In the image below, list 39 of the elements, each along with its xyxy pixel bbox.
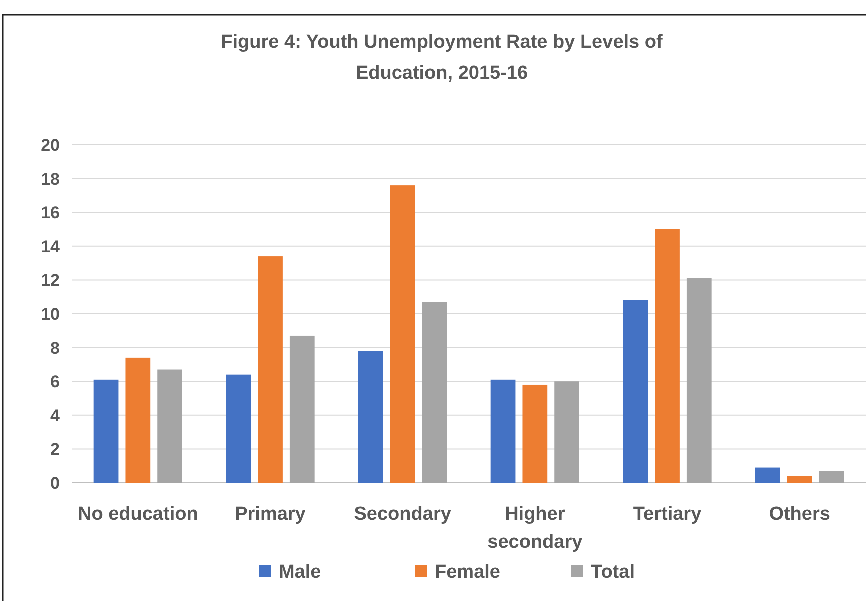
- bar: [258, 256, 283, 483]
- y-tick-label: 0: [50, 474, 60, 493]
- y-tick-label: 16: [41, 204, 60, 223]
- bar: [522, 384, 548, 483]
- x-tick-label: Higher secondary: [488, 504, 584, 553]
- y-tick-label: 8: [50, 338, 60, 358]
- y-tick-label: 18: [41, 170, 60, 189]
- bar: [226, 374, 252, 483]
- bar: [686, 278, 712, 483]
- y-tick-label: 2: [50, 440, 60, 460]
- bar: [756, 468, 780, 483]
- x-tick-label: Tertiary: [633, 504, 702, 525]
- bar: [358, 351, 384, 483]
- bar: [94, 380, 119, 483]
- bar: [623, 300, 648, 483]
- y-tick-label: 10: [41, 305, 60, 324]
- legend-label: Total: [591, 562, 635, 583]
- x-tick-label: Primary: [235, 504, 306, 525]
- bar: [787, 476, 812, 483]
- bar: [819, 471, 844, 483]
- y-tick-label: 4: [50, 406, 61, 426]
- x-tick-label: Others: [769, 504, 830, 525]
- bar: [554, 382, 580, 483]
- y-tick-label: 20: [41, 136, 60, 155]
- chart-title: Figure 4: Youth Unemployment Rate by Levels of Education, 2015-16: [221, 32, 664, 84]
- bar: [390, 186, 416, 483]
- x-tick-label: Secondary: [354, 504, 452, 525]
- bar: [290, 336, 315, 483]
- legend-label: Female: [435, 562, 500, 583]
- x-tick-label: No education: [78, 504, 198, 525]
- y-tick-label: 6: [50, 372, 60, 392]
- y-tick-label: 12: [41, 271, 60, 290]
- legend-label: Male: [279, 562, 322, 583]
- bar: [422, 302, 448, 483]
- bar: [655, 230, 680, 483]
- bar: [490, 380, 516, 483]
- bar: [126, 358, 151, 483]
- bar: [158, 370, 182, 483]
- y-tick-label: 14: [41, 237, 61, 256]
